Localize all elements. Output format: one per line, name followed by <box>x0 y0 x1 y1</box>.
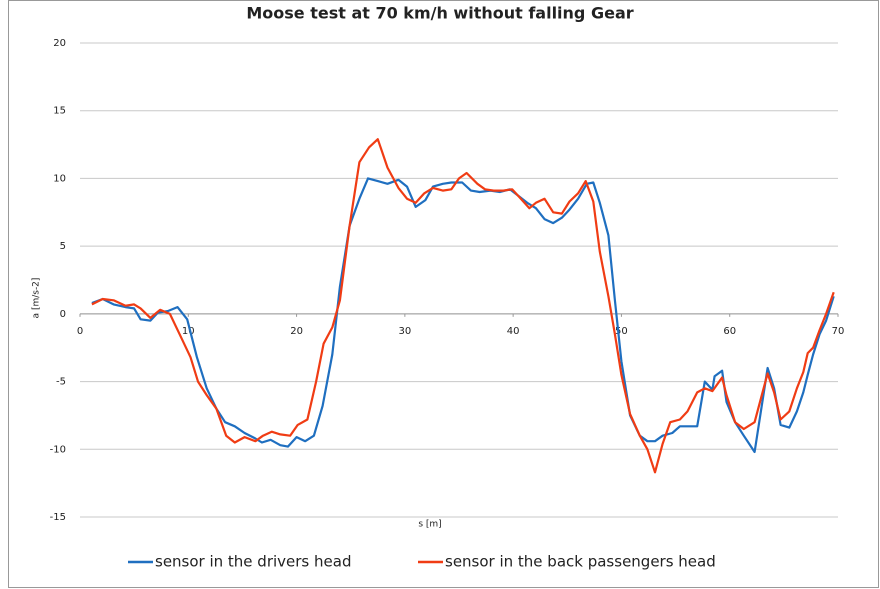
y-tick-label: 15 <box>53 106 66 117</box>
x-tick-label: 70 <box>832 326 845 337</box>
x-tick-label: 20 <box>290 326 303 337</box>
y-tick-label: 10 <box>53 173 66 184</box>
y-tick-label: -10 <box>50 444 66 455</box>
data-line <box>91 138 835 474</box>
chart-frame <box>8 0 879 588</box>
data-line <box>91 177 835 454</box>
x-tick-label: 30 <box>398 326 411 337</box>
legend-label: sensor in the back passengers head <box>445 553 716 571</box>
y-tick-label: -5 <box>56 377 66 388</box>
y-tick-label: 0 <box>60 309 66 320</box>
y-tick-label: 20 <box>53 38 66 49</box>
x-tick-label: 10 <box>182 326 195 337</box>
y-tick-label: -15 <box>50 512 66 523</box>
legend-label: sensor in the drivers head <box>155 553 351 571</box>
x-tick-label: 60 <box>723 326 736 337</box>
x-axis-label: s [m] <box>418 520 441 530</box>
y-tick-label: 5 <box>60 241 66 252</box>
x-tick-label: 50 <box>615 326 628 337</box>
chart-title: Moose test at 70 km/h without falling Ge… <box>246 4 633 23</box>
y-axis-label: a [m/s-2] <box>32 278 42 319</box>
x-tick-label: 0 <box>77 326 83 337</box>
x-tick-label: 40 <box>507 326 520 337</box>
